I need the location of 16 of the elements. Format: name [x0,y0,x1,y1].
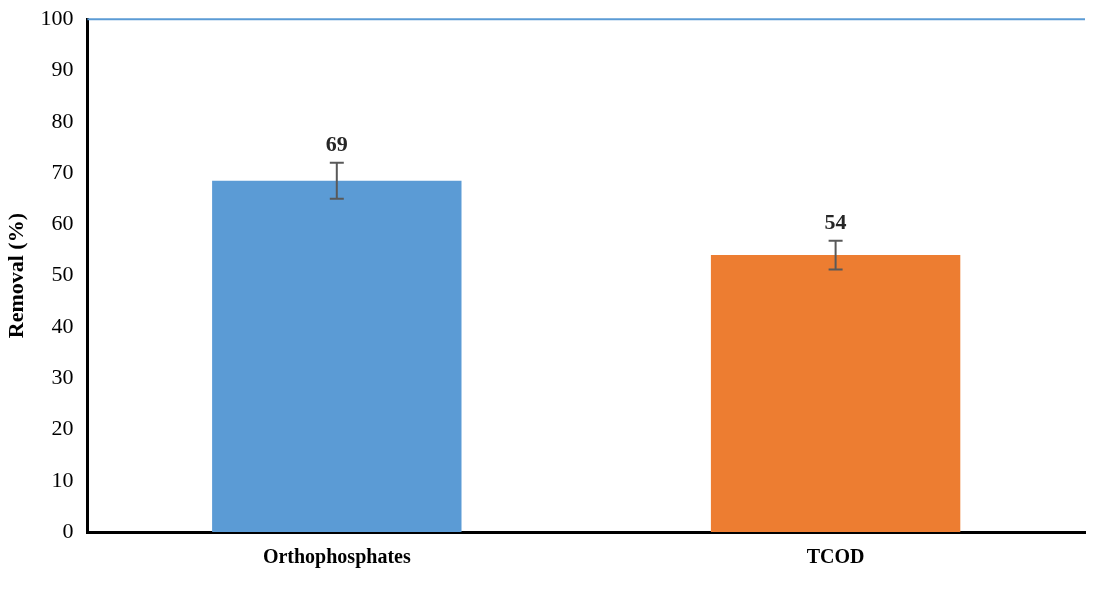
y-tick-label: 70 [51,158,74,184]
y-tick-label: 100 [40,4,74,30]
y-axis-title: Removal (%) [2,212,28,339]
y-tick-label: 20 [51,415,74,441]
data-label: 69 [325,131,348,157]
y-tick-label: 40 [51,312,74,338]
y-tick-label: 90 [51,56,74,82]
x-tick-label: Orthophosphates [262,545,411,569]
y-tick-label: 0 [62,517,74,543]
y-tick-label: 10 [51,466,74,492]
y-tick-label: 80 [51,107,74,133]
y-tick-label: 30 [51,363,74,389]
y-tick-label: 60 [51,210,74,236]
data-label: 54 [824,209,847,235]
x-tick-label: TCOD [806,545,865,568]
y-tick-label: 50 [51,261,74,287]
